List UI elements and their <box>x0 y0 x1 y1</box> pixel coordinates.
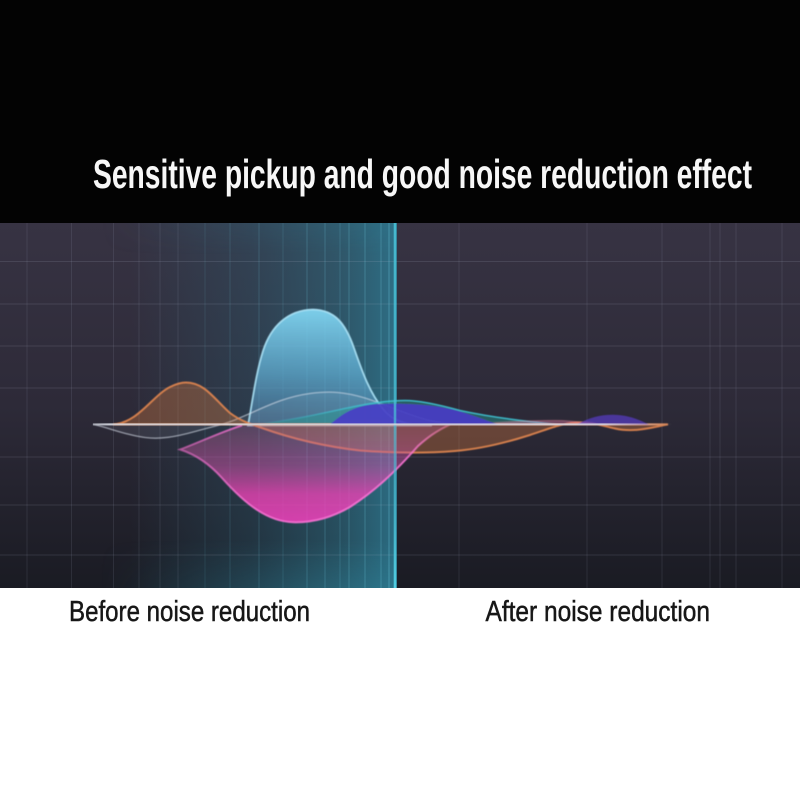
svg-text:Before noise reduction: Before noise reduction <box>69 595 310 627</box>
svg-text:After noise reduction: After noise reduction <box>486 595 711 627</box>
svg-text:Sensitive pickup and good nois: Sensitive pickup and good noise reductio… <box>93 151 752 197</box>
